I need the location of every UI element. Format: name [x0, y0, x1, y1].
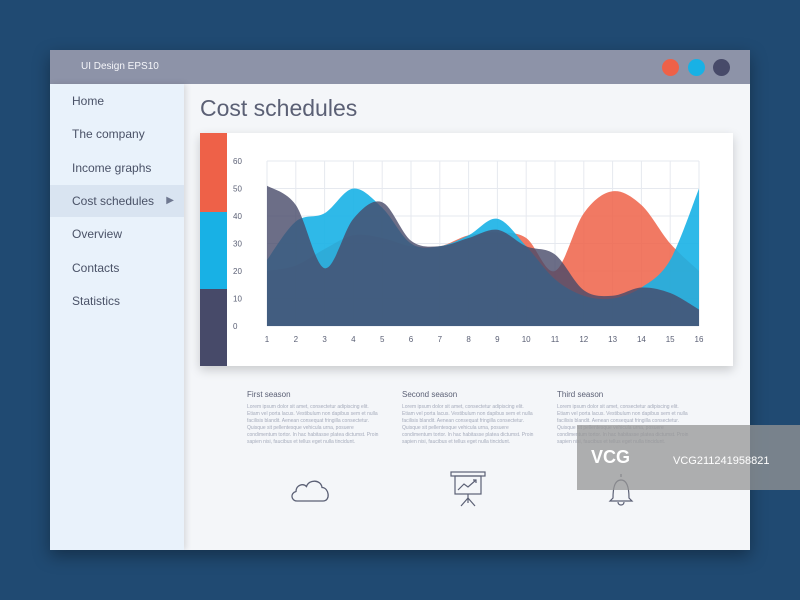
x-tick-label: 7	[438, 335, 443, 344]
sidebar-item-label: Home	[72, 94, 105, 108]
x-tick-label: 4	[351, 335, 356, 344]
season-title: First season	[247, 390, 291, 399]
sidebar-item-label: The company	[72, 127, 145, 141]
season-title: Third season	[557, 390, 604, 399]
navy-series-area	[267, 185, 699, 326]
sidebar-item-label: Contacts	[72, 261, 120, 275]
y-tick-label: 30	[233, 240, 242, 249]
maximize-button[interactable]	[713, 59, 730, 76]
window-title: UI Design EPS10	[81, 61, 159, 72]
sidebar-item-label: Statistics	[72, 294, 121, 308]
sidebar-item-home[interactable]: Home	[50, 85, 184, 117]
presentation-chart-icon	[450, 471, 486, 507]
x-tick-label: 10	[522, 335, 531, 344]
page-title: Cost schedules	[200, 95, 358, 121]
x-tick-label: 16	[695, 335, 704, 344]
y-tick-label: 40	[233, 212, 242, 221]
y-tick-label: 60	[233, 157, 242, 166]
sidebar-item-label: Cost schedules	[72, 194, 155, 208]
y-tick-label: 50	[233, 185, 242, 194]
season-title: Second season	[402, 390, 458, 399]
triangle-right-icon: ▶	[166, 195, 174, 206]
y-tick-label: 10	[233, 295, 242, 304]
x-tick-label: 15	[666, 335, 675, 344]
x-tick-label: 11	[551, 335, 560, 344]
close-button[interactable]	[662, 59, 679, 76]
sidebar-item-the-company[interactable]: The company	[50, 118, 184, 150]
title-bar: UI Design EPS10	[50, 50, 750, 84]
sidebar-item-contacts[interactable]: Contacts	[50, 252, 184, 284]
season-text: Lorem ipsum dolor sit amet, consectetur …	[402, 404, 534, 445]
app-window: UI Design EPS10 Home The company Income …	[50, 50, 750, 550]
x-tick-label: 2	[294, 335, 299, 344]
sidebar-item-overview[interactable]: Overview	[50, 218, 184, 250]
x-tick-label: 9	[495, 335, 500, 344]
blue-color-stripe	[200, 212, 227, 289]
sidebar-item-label: Income graphs	[72, 161, 152, 175]
y-tick-label: 0	[233, 322, 238, 331]
season-block-second: Second season Lorem ipsum dolor sit amet…	[402, 390, 537, 446]
watermark-logo: VCG	[591, 447, 631, 467]
sidebar-item-statistics[interactable]: Statistics	[50, 285, 184, 317]
x-tick-label: 3	[322, 335, 327, 344]
season-block-first: First season Lorem ipsum dolor sit amet,…	[247, 390, 382, 446]
x-tick-label: 1	[265, 335, 270, 344]
x-tick-label: 8	[466, 335, 471, 344]
x-tick-label: 5	[380, 335, 385, 344]
cloud-icon	[291, 480, 329, 502]
x-tick-label: 13	[608, 335, 617, 344]
y-tick-label: 20	[233, 267, 242, 276]
minimize-button[interactable]	[688, 59, 705, 76]
x-tick-label: 12	[579, 335, 588, 344]
watermark: VCG VCG211241958821	[577, 425, 800, 490]
navy-color-stripe	[200, 289, 227, 366]
season-text: Lorem ipsum dolor sit amet, consectetur …	[247, 404, 379, 445]
sidebar-item-income-graphs[interactable]: Income graphs	[50, 152, 184, 184]
chart-card: 0 10 20 30 40 50 60 1 2 3 4 5 6 7 8 9 10 11 12 13 14 15 16	[200, 133, 733, 366]
watermark-id: VCG211241958821	[673, 455, 770, 467]
x-tick-label: 14	[637, 335, 646, 344]
sidebar-item-cost-schedules[interactable]: Cost schedules ▶	[50, 185, 184, 217]
x-tick-label: 6	[409, 335, 414, 344]
red-color-stripe	[200, 133, 227, 212]
sidebar: Home The company Income graphs Cost sche…	[50, 84, 184, 550]
sidebar-item-label: Overview	[72, 227, 123, 241]
